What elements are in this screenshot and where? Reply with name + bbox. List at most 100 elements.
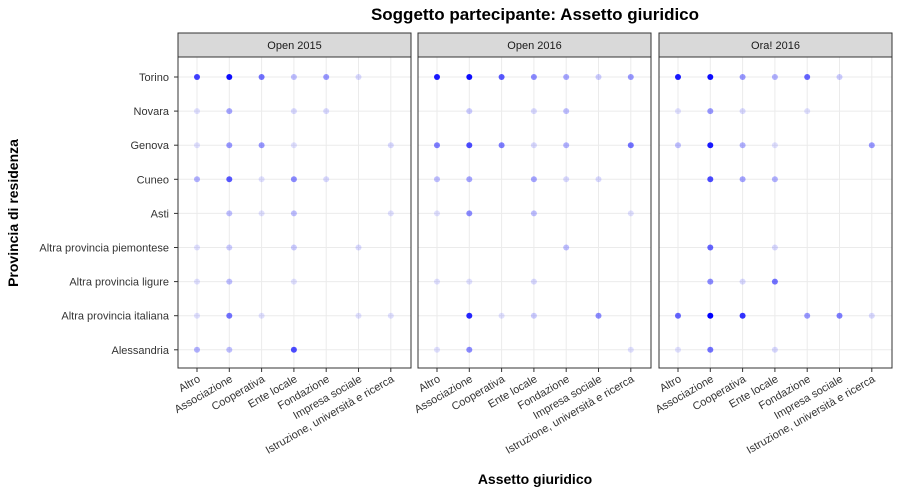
data-point <box>739 176 746 183</box>
data-point <box>194 142 200 149</box>
data-point <box>498 142 505 149</box>
data-point <box>530 278 537 285</box>
panel-background <box>659 57 892 368</box>
data-point <box>323 176 330 183</box>
data-point <box>194 346 200 353</box>
data-point <box>804 74 811 80</box>
data-point <box>739 108 746 115</box>
data-point <box>771 142 778 149</box>
facet-panel: Ora! 2016AltroAssociazioneCooperativaEnt… <box>654 32 893 457</box>
facet-strip <box>417 32 652 58</box>
data-point <box>563 108 570 115</box>
y-tick-label: Novara <box>134 106 170 118</box>
data-point <box>434 278 440 285</box>
data-point <box>771 74 778 80</box>
data-point <box>194 244 200 251</box>
data-point <box>804 312 811 319</box>
data-point <box>627 142 634 149</box>
panel-border <box>177 56 412 369</box>
data-point <box>355 74 362 80</box>
data-point <box>258 74 265 80</box>
data-point <box>226 278 233 285</box>
x-axis-title: Assetto giuridico <box>478 471 592 487</box>
data-point <box>627 74 634 80</box>
y-axis: Torino Novara Genova Cuneo Asti Altra provinc… <box>39 72 178 357</box>
facet-strip <box>177 32 412 58</box>
data-point <box>226 312 233 319</box>
data-point <box>323 108 330 115</box>
data-point <box>627 210 634 217</box>
data-point <box>707 278 714 285</box>
data-point <box>771 278 778 285</box>
data-point <box>707 312 714 319</box>
data-point <box>194 74 200 80</box>
data-point <box>836 74 843 80</box>
data-point <box>226 108 233 115</box>
data-point <box>387 142 394 149</box>
data-point <box>498 312 505 319</box>
data-point <box>434 176 440 183</box>
data-point <box>290 278 297 285</box>
data-point <box>434 142 440 149</box>
data-point <box>836 312 843 319</box>
data-point <box>290 74 297 80</box>
data-point <box>466 312 473 319</box>
data-point <box>530 142 537 149</box>
data-point <box>194 278 200 285</box>
data-point <box>258 142 265 149</box>
y-tick-label: Torino <box>139 72 169 84</box>
data-point <box>739 278 746 285</box>
data-point <box>675 74 681 80</box>
data-point <box>466 346 473 353</box>
data-point <box>707 346 714 353</box>
data-point <box>194 108 200 115</box>
facet-strip <box>658 32 893 58</box>
panel-border <box>658 56 893 369</box>
data-point <box>563 176 570 183</box>
data-point <box>707 74 714 80</box>
y-axis-title: Provincia di residenza <box>5 139 21 287</box>
data-point <box>290 244 297 251</box>
data-point <box>563 74 570 80</box>
data-point <box>258 312 265 319</box>
data-point <box>355 244 362 251</box>
data-point <box>258 210 265 217</box>
y-tick-label: Altra provincia piemontese <box>39 243 169 255</box>
data-point <box>466 142 473 149</box>
data-point <box>194 312 200 319</box>
facet-strip-label: Open 2016 <box>507 40 561 52</box>
data-point <box>563 244 570 251</box>
data-point <box>739 74 746 80</box>
data-point <box>355 312 362 319</box>
data-point <box>434 346 440 353</box>
data-point <box>707 176 714 183</box>
data-point <box>387 312 394 319</box>
data-point <box>258 176 265 183</box>
data-point <box>707 244 714 251</box>
data-point <box>595 312 602 319</box>
data-point <box>226 176 233 183</box>
data-point <box>595 176 602 183</box>
data-point <box>707 108 714 115</box>
data-point <box>226 244 233 251</box>
facet-strip-label: Ora! 2016 <box>751 40 800 52</box>
facet-strip-label: Open 2015 <box>267 40 321 52</box>
data-point <box>530 210 537 217</box>
data-point <box>290 108 297 115</box>
y-tick-label: Cuneo <box>137 174 169 186</box>
chart-title: Soggetto partecipante: Assetto giuridico <box>371 5 699 24</box>
data-point <box>868 312 875 319</box>
data-point <box>498 74 505 80</box>
data-point <box>530 108 537 115</box>
y-tick-label: Alessandria <box>112 345 170 357</box>
data-point <box>675 142 681 149</box>
data-point <box>595 74 602 80</box>
facet-panel: Open 2016AltroAssociazioneCooperativaEnt… <box>413 32 652 457</box>
y-tick-label: Altra provincia italiana <box>61 311 169 323</box>
data-point <box>290 346 297 353</box>
data-point <box>226 210 233 217</box>
data-point <box>530 176 537 183</box>
data-point <box>194 176 200 183</box>
data-point <box>530 312 537 319</box>
